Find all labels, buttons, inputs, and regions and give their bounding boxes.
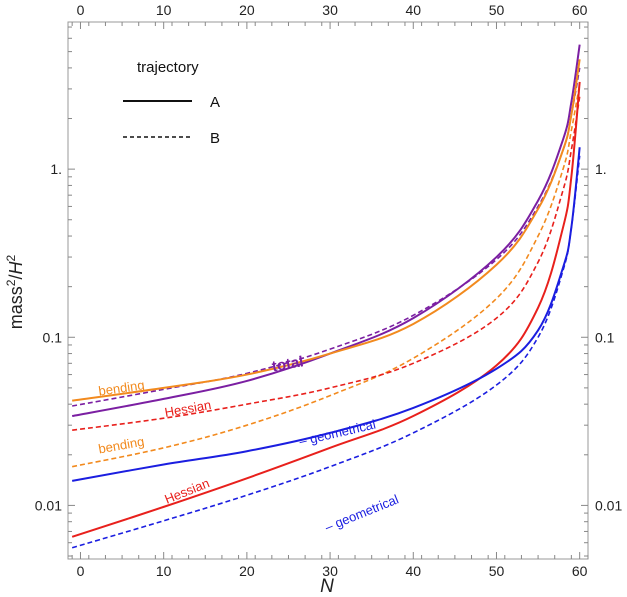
curve-label: Hessian — [162, 475, 211, 507]
legend-label-b: B — [210, 130, 220, 147]
y-tick-label: 0.01 — [35, 497, 62, 513]
x-tick-label: 50 — [489, 563, 505, 579]
x-tick-label-top: 40 — [405, 2, 421, 18]
x-tick-label: 40 — [405, 563, 421, 579]
curve-label: – geometrical — [298, 417, 378, 449]
y-tick-label-right: 0.1 — [595, 329, 615, 345]
x-tick-label-top: 60 — [572, 2, 588, 18]
series-geometrical-b — [71, 155, 581, 549]
x-tick-label-top: 20 — [239, 2, 255, 18]
x-axis-label: N — [320, 576, 334, 597]
series-bending-b — [71, 84, 581, 468]
x-tick-label: 30 — [322, 563, 338, 579]
x-tick-label: 10 — [156, 563, 172, 579]
x-tick-label-top: 10 — [156, 2, 172, 18]
data-curves — [71, 44, 581, 549]
curve-label: total — [271, 353, 305, 375]
y-axis-label: mass2/H2 — [4, 254, 26, 329]
axis-ticks — [68, 22, 589, 559]
y-tick-label: 0.1 — [43, 329, 63, 345]
plot-frame — [67, 21, 589, 560]
y-tick-label: 1. — [50, 161, 62, 177]
legend: trajectory A B — [123, 59, 220, 147]
x-tick-label: 20 — [239, 563, 255, 579]
x-tick-label-top: 0 — [77, 2, 85, 18]
y-tick-label-right: 1. — [595, 161, 607, 177]
series-hessian-a — [71, 81, 581, 538]
y-tick-label-right: 0.01 — [595, 497, 622, 513]
series-bending-a — [72, 59, 581, 402]
x-tick-label-top: 50 — [489, 2, 505, 18]
x-tick-label-top: 30 — [322, 2, 338, 18]
legend-label-a: A — [210, 94, 220, 111]
legend-title: trajectory — [137, 59, 199, 76]
x-tick-label: 60 — [572, 563, 588, 579]
curve-label: Hessian — [163, 397, 212, 420]
series-total-a — [71, 44, 581, 418]
curve-label: bending — [97, 377, 145, 398]
axis-tick-labels: 0 0 10 10 20 20 30 30 40 40 50 50 60 60 0.01 0.01 0.1 0.1… — [35, 2, 623, 579]
curve-label: – geometrical — [323, 491, 401, 534]
x-tick-label: 0 — [77, 563, 85, 579]
series-hessian-b — [72, 96, 581, 432]
